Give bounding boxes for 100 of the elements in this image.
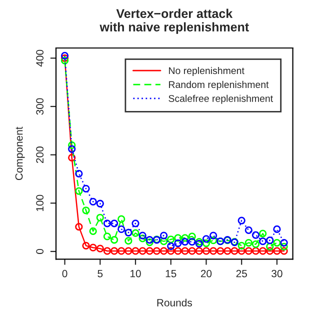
point	[202, 235, 210, 243]
point	[124, 228, 132, 236]
legend-label: Random replenishment	[169, 80, 269, 90]
point	[174, 234, 182, 242]
point	[209, 247, 218, 255]
point	[266, 236, 274, 244]
point	[160, 247, 168, 255]
point	[266, 242, 274, 250]
point	[280, 242, 288, 250]
point	[132, 229, 140, 237]
point	[280, 238, 288, 247]
point	[110, 236, 118, 244]
point	[89, 198, 97, 206]
legend-label: No replenishment	[169, 66, 244, 76]
point	[138, 234, 146, 242]
point	[60, 56, 69, 64]
point	[266, 247, 274, 255]
point	[167, 247, 175, 255]
point	[124, 237, 132, 245]
point	[188, 232, 196, 240]
point	[118, 215, 126, 223]
x-axis-title: Rounds	[157, 298, 192, 306]
point	[252, 231, 260, 239]
point	[258, 230, 267, 238]
point	[244, 238, 252, 247]
point	[216, 247, 224, 255]
point	[138, 247, 146, 255]
point	[110, 220, 118, 228]
point	[280, 247, 288, 255]
point	[181, 234, 189, 242]
point	[132, 247, 140, 255]
point	[244, 247, 252, 255]
point	[146, 238, 154, 246]
point	[252, 247, 260, 255]
point	[238, 216, 246, 224]
point	[188, 238, 196, 246]
point	[181, 238, 189, 246]
point	[209, 232, 218, 240]
y-axis-title: Component	[15, 126, 25, 180]
point	[238, 242, 246, 250]
x-tick-label: 15	[166, 270, 176, 278]
x-tick-label: 30	[272, 270, 282, 278]
point	[118, 247, 126, 255]
point	[89, 244, 97, 252]
point	[146, 247, 154, 255]
point	[82, 206, 90, 214]
point	[252, 240, 260, 248]
point	[103, 220, 112, 228]
point	[82, 184, 90, 192]
point	[258, 247, 267, 255]
point	[224, 247, 232, 255]
point	[238, 247, 246, 255]
point	[75, 223, 83, 231]
point	[96, 214, 104, 222]
point	[89, 227, 97, 235]
point	[195, 247, 203, 255]
x-tick-label: 5	[98, 270, 103, 278]
point	[68, 145, 76, 153]
point	[124, 247, 132, 255]
point	[146, 236, 154, 244]
chart-title: Vertex−order attack with naive replenishment	[100, 8, 249, 34]
x-tick-label: 10	[130, 270, 141, 278]
point	[152, 247, 161, 255]
point	[103, 247, 112, 255]
point	[118, 225, 126, 234]
point	[202, 247, 210, 255]
point	[273, 247, 281, 255]
point	[202, 239, 210, 248]
point	[82, 242, 90, 250]
point	[132, 220, 140, 228]
point	[273, 238, 281, 247]
point	[181, 247, 189, 255]
point	[60, 52, 69, 60]
point	[209, 236, 218, 244]
y-tick-label: 300	[36, 98, 44, 115]
point	[174, 247, 182, 255]
point	[96, 200, 104, 208]
point	[160, 232, 168, 240]
point	[244, 226, 252, 234]
y-tick-label: 200	[36, 146, 44, 163]
point	[138, 232, 146, 240]
y-tick-label: 100	[36, 194, 44, 212]
point	[167, 242, 175, 250]
x-tick-label: 25	[236, 270, 247, 278]
point	[60, 54, 69, 62]
point	[110, 247, 118, 255]
point	[167, 236, 175, 244]
point	[230, 247, 238, 255]
point	[188, 247, 196, 255]
y-tick-label: 400	[36, 50, 44, 67]
point	[75, 187, 83, 195]
point	[68, 154, 76, 162]
point	[174, 239, 182, 248]
point	[68, 141, 76, 149]
x-tick-label: 0	[62, 270, 68, 278]
legend-label: Scalefree replenishment	[168, 94, 273, 104]
point	[96, 244, 104, 252]
y-tick-label: 0	[36, 248, 44, 254]
point	[273, 225, 281, 234]
point	[160, 238, 168, 246]
